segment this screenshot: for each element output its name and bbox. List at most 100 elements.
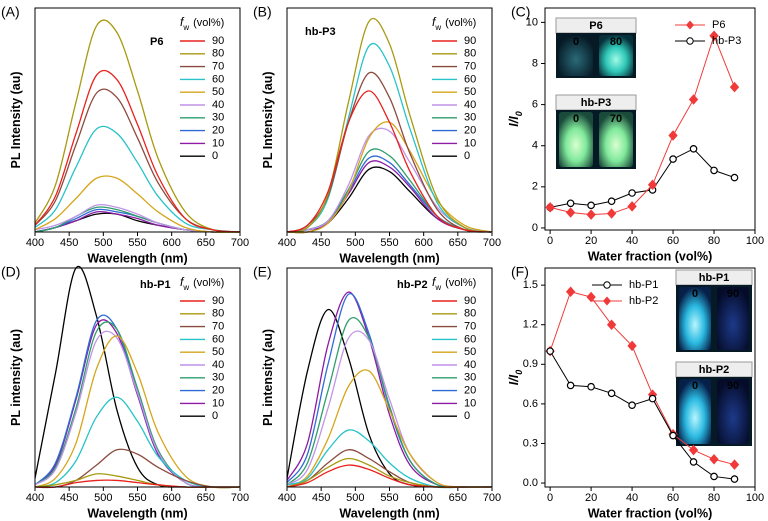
plot-frame <box>286 267 493 488</box>
panel-label: hb-P3 <box>305 26 336 38</box>
legend-label: 40 <box>212 99 224 111</box>
x-tick-label: 60 <box>667 235 679 247</box>
data-marker <box>688 94 699 105</box>
x-tick-label: 20 <box>585 492 597 504</box>
panel-letter: (F) <box>511 264 529 280</box>
legend-title-f: f <box>180 275 185 289</box>
x-axis-label: Wavelength (nm) <box>87 251 187 265</box>
y-tick-label: 0 <box>532 222 538 234</box>
inset-vial <box>679 379 711 444</box>
series-line <box>34 69 241 233</box>
inset-vial <box>717 379 749 444</box>
legend-label: 60 <box>464 73 476 85</box>
legend-label: 80 <box>464 48 476 60</box>
x-tick-label: 500 <box>94 492 112 504</box>
data-marker <box>587 382 595 391</box>
y-tick-label: 4 <box>532 140 538 152</box>
x-tick-label: 600 <box>414 237 432 249</box>
series-line <box>34 19 241 233</box>
panel-label: hb-P1 <box>140 279 171 291</box>
data-marker <box>545 202 555 213</box>
inset-title: hb-P1 <box>699 272 730 284</box>
data-marker <box>628 189 636 197</box>
series-line <box>34 321 241 488</box>
x-tick-label: 40 <box>626 492 638 504</box>
x-tick-label: 400 <box>278 237 296 249</box>
legend-label: 30 <box>464 112 476 124</box>
data-marker <box>606 208 617 219</box>
legend-marker <box>603 281 611 289</box>
x-tick-label: 100 <box>746 235 764 247</box>
y-tick-label: 0.3 <box>523 437 538 449</box>
inset-label: 0 <box>692 380 698 392</box>
legend-label: 40 <box>464 359 476 371</box>
x-tick-label: 80 <box>708 492 720 504</box>
inset-vial <box>559 35 593 76</box>
legend-label: 40 <box>212 359 224 371</box>
legend-label: 70 <box>212 61 224 73</box>
x-tick-label: 600 <box>162 492 180 504</box>
panel-label: P6 <box>150 36 163 48</box>
inset-label: 90 <box>727 380 739 392</box>
legend-label: 70 <box>464 321 476 333</box>
legend-title-unit: (vol%) <box>445 277 476 289</box>
legend-label: 20 <box>212 385 224 397</box>
data-marker <box>566 199 575 208</box>
x-tick-label: 450 <box>60 237 78 249</box>
legend-label: hb-P2 <box>629 295 658 307</box>
series-line <box>34 175 241 233</box>
x-tick-label: 650 <box>449 237 467 249</box>
data-marker <box>606 319 617 330</box>
legend-title-f: f <box>432 275 437 289</box>
series-line <box>286 293 493 489</box>
inset-label: 0 <box>692 288 698 300</box>
x-tick-label: 450 <box>312 237 330 249</box>
y-axis-label-sub: 0 <box>514 370 524 375</box>
inset-vial <box>599 35 633 76</box>
x-tick-label: 100 <box>746 492 764 504</box>
inset-vial <box>559 112 593 167</box>
x-tick-label: 60 <box>667 492 679 504</box>
y-axis-label-text: PL Intensity (au) <box>261 71 275 168</box>
legend-label: 20 <box>464 385 476 397</box>
x-tick-label: 600 <box>414 492 432 504</box>
x-tick-label: 0 <box>547 492 553 504</box>
legend-label: 80 <box>212 48 224 60</box>
legend-label: 10 <box>464 397 476 409</box>
legend-label: 50 <box>212 346 224 358</box>
series-line <box>550 34 735 216</box>
y-tick-label: 1.5 <box>523 279 538 291</box>
plot-frame <box>34 7 241 233</box>
x-tick-label: 500 <box>346 237 364 249</box>
data-marker <box>586 291 596 303</box>
legend-title-w: w <box>434 23 441 32</box>
data-marker <box>627 201 637 212</box>
x-axis-label: Wavelength (nm) <box>87 506 187 520</box>
series-line <box>34 314 241 488</box>
legend-label: 90 <box>464 35 476 47</box>
legend-title: fw (vol%) <box>180 15 224 31</box>
legend-label: 80 <box>464 308 476 320</box>
legend-label: 30 <box>212 372 224 384</box>
y-tick-label: 10 <box>526 16 538 28</box>
panel-label: hb-P2 <box>397 279 428 291</box>
legend-label: 10 <box>464 137 476 149</box>
data-marker <box>709 454 719 465</box>
legend-label: 60 <box>464 333 476 345</box>
inset-label: 0 <box>573 113 579 125</box>
plot-frame <box>544 267 756 488</box>
legend-label: 70 <box>464 61 476 73</box>
legend-title-unit: (vol%) <box>193 17 224 29</box>
inset-label: 0 <box>573 36 579 48</box>
x-tick-label: 600 <box>162 237 180 249</box>
legend-title: fw (vol%) <box>180 275 224 291</box>
data-marker <box>566 381 575 390</box>
legend-label: 0 <box>212 150 218 162</box>
legend-label: 0 <box>212 410 218 422</box>
y-axis-label: PL intensity (au) <box>261 329 275 426</box>
legend-title-unit: (vol%) <box>445 17 476 29</box>
x-tick-label: 550 <box>380 237 398 249</box>
legend-label: 80 <box>212 308 224 320</box>
data-marker <box>710 472 718 481</box>
